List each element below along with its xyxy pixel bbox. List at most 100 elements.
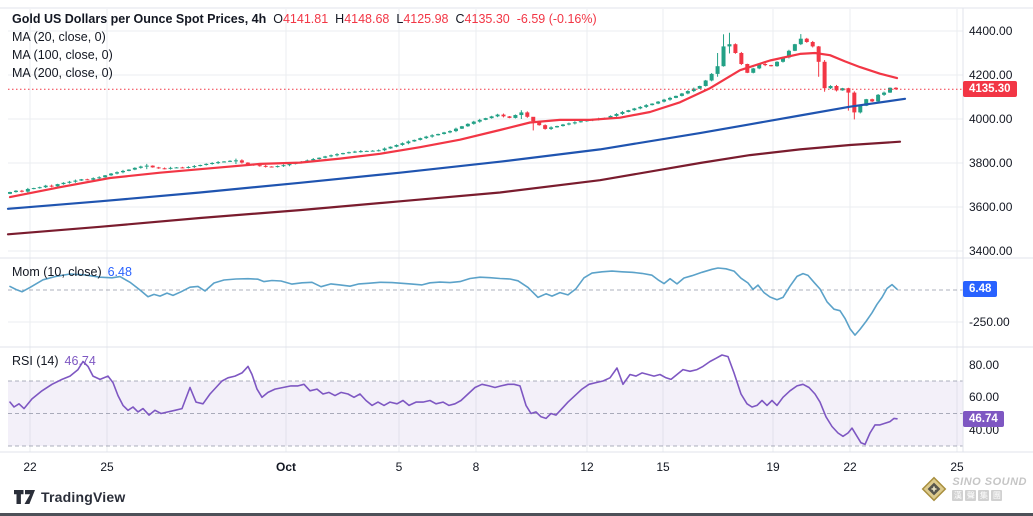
candle-up [228,160,233,162]
candle-up [25,188,30,192]
candle-up [73,180,78,182]
candle-up [703,80,708,86]
candle-up [376,150,381,152]
change-value: -6.59 (-0.16%) [516,12,597,26]
candle-up [204,163,209,165]
candle-up [876,94,881,102]
candle-down [269,166,274,168]
candle-up [650,103,655,106]
time-axis-label: 15 [656,460,670,474]
candle-up [364,150,369,152]
time-axis-label: 12 [580,460,594,474]
candle-down [49,185,54,187]
candle-up [888,87,893,93]
candle-up [679,93,684,96]
ohlc-value: 4125.98 [403,12,449,26]
candle-up [780,57,785,62]
candle-down [852,92,857,113]
rsi-axis-tick: 80.00 [969,357,1000,372]
ohlc-letter: O [273,12,283,26]
candle-up [632,108,637,111]
candle-up [109,173,114,176]
price-axis-tick: 3400.00 [969,244,1013,258]
momentum-axis-tick: -250.00 [969,315,1010,329]
candle-up [103,175,108,178]
candle-up [775,61,780,67]
candle-up [459,126,464,129]
tradingview-logo[interactable]: TradingView [14,489,125,505]
candle-down [739,53,744,64]
candle-up [626,110,631,112]
candle-up [840,88,845,91]
candle-up [400,143,405,145]
candle-down [537,121,542,126]
candle-up [346,152,351,154]
candle-up [715,66,720,74]
candle-up [751,68,756,73]
candle-down [531,116,536,122]
candle-up [37,187,42,189]
tradingview-wordmark: TradingView [41,489,126,505]
momentum-legend: Mom (10, close) 6.48 [12,263,132,281]
time-axis-label: 25 [100,460,114,474]
watermark-char-box: 聲 [965,490,977,501]
candle-down [525,112,530,117]
candle-up [97,177,102,179]
rsi-label: RSI (14) [12,354,59,368]
candle-up [424,136,429,139]
candle-up [216,162,221,164]
candle-up [370,150,375,152]
candle-down [804,38,809,42]
candle-up [798,38,803,45]
candle-up [8,192,12,194]
price-axis-tick: 4400.00 [969,24,1013,38]
candle-up [489,116,494,119]
price-axis-tick: 4000.00 [969,112,1013,126]
candle-up [382,148,387,151]
candle-down [156,167,161,169]
price-axis-tick: 3600.00 [969,200,1013,214]
ohlc-value: 4135.30 [464,12,510,26]
candle-up [697,86,702,89]
candle-up [287,164,292,166]
candle-up [412,139,417,142]
sino-sound-watermark: SINO SOUND 漢聲集團 [921,476,1027,502]
candle-up [721,46,726,67]
ohlc-value: 4148.68 [344,12,390,26]
candle-up [335,154,340,156]
candle-up [549,127,554,129]
candle-up [662,99,667,102]
candle-up [317,157,322,160]
candle-up [323,156,328,158]
candle-up [483,118,488,120]
candle-up [620,111,625,114]
momentum-label: Mom (10, close) [12,265,102,279]
candle-down [507,116,512,118]
candle-up [436,133,441,136]
candle-up [174,167,179,169]
momentum-line [9,267,898,336]
candle-up [608,115,613,118]
rsi-value-badge: 46.74 [963,410,1004,427]
candle-up [572,122,577,124]
main-chart-legend: Gold US Dollars per Ounce Spot Prices, 4… [12,10,597,82]
candle-up [465,123,470,127]
ma20-line [8,51,899,199]
candle-up [168,167,173,169]
price-axis-tick: 3800.00 [969,156,1013,170]
candle-down [85,179,90,181]
candle-up [13,190,18,193]
candle-up [685,91,690,94]
rsi-line [9,354,898,446]
candle-down [870,99,875,102]
candle-up [192,166,197,168]
candle-up [120,170,125,173]
candle-up [329,155,334,157]
candle-up [138,166,143,168]
ma200-line [6,140,902,236]
candle-up [656,101,661,104]
candle-up [448,131,453,133]
candle-up [61,182,66,185]
